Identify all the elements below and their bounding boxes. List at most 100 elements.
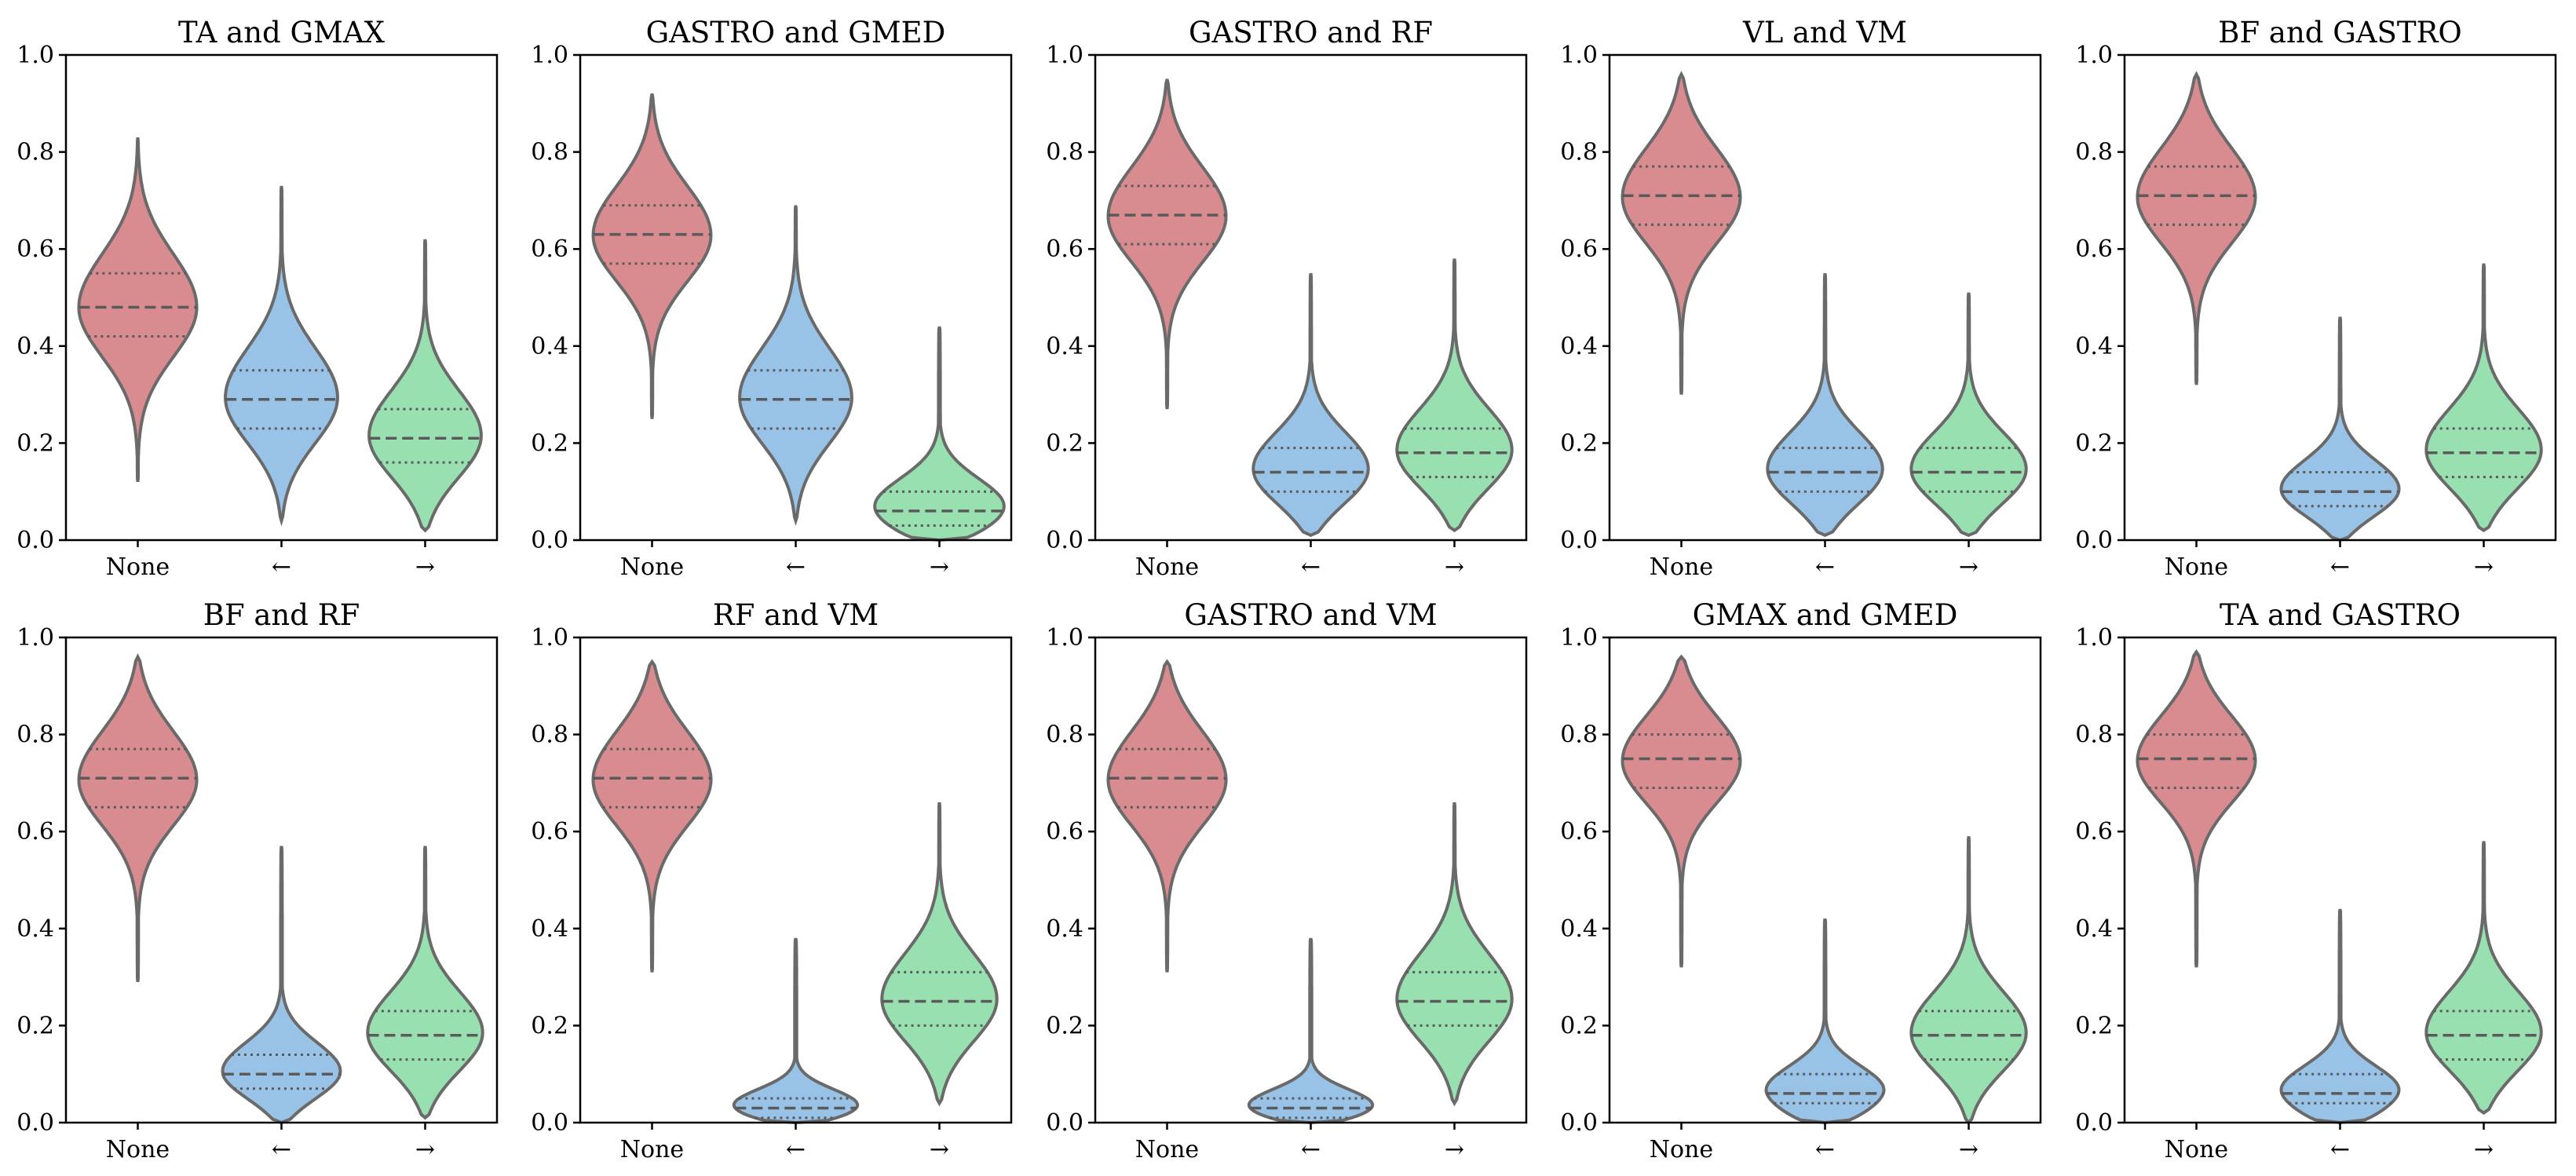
subplot-title: TA and GMAX [178, 16, 385, 49]
ytick-label: 0.8 [2075, 721, 2113, 749]
ytick-label: 0.2 [16, 1012, 54, 1039]
xtick-label: ← [1815, 553, 1835, 581]
xtick-label: → [1445, 1136, 1464, 1163]
ytick-label: 0.0 [2075, 527, 2113, 554]
violin-0 [1106, 659, 1228, 973]
ytick-label: 1.0 [16, 42, 54, 69]
ytick-label: 0.4 [1046, 333, 1083, 360]
ytick-label: 0.6 [2075, 818, 2113, 845]
violin-0 [591, 93, 713, 419]
violin-0 [77, 137, 199, 482]
ytick-label: 0.2 [2075, 429, 2113, 457]
ytick-label: 0.8 [1046, 721, 1083, 749]
xtick-label: ← [272, 1136, 291, 1163]
ytick-label: 1.0 [1560, 42, 1598, 69]
subplot-8: 0.0 0.2 0.4 0.6 0.8 1.0 None ← → GASTRO and VM [1046, 598, 1528, 1163]
violin-1 [2279, 908, 2401, 1125]
ytick-label: 0.4 [531, 915, 568, 943]
xtick-label: None [1135, 553, 1199, 581]
subplot-1: 0.0 0.2 0.4 0.6 0.8 1.0 None ← → TA and GMAX [16, 16, 499, 581]
subplot-7: 0.0 0.2 0.4 0.6 0.8 1.0 None ← → RF and VM [531, 598, 1013, 1163]
ytick-label: 0.0 [1560, 1109, 1598, 1137]
ytick-label: 0.8 [1046, 139, 1083, 166]
violin-2 [367, 239, 483, 533]
ytick-label: 0.2 [1046, 429, 1083, 457]
violin-0 [2136, 71, 2257, 385]
ytick-label: 0.0 [16, 527, 54, 554]
ytick-label: 0.4 [531, 333, 568, 360]
violin-0 [1106, 79, 1228, 410]
ytick-label: 0.0 [1046, 527, 1083, 554]
xtick-label: ← [2330, 553, 2350, 581]
ytick-label: 0.8 [2075, 139, 2113, 166]
xtick-label: ← [786, 1136, 806, 1163]
ytick-label: 0.2 [1560, 1012, 1598, 1039]
subplot-5: 0.0 0.2 0.4 0.6 0.8 1.0 None ← → BF and GASTRO [2075, 16, 2557, 581]
subplot-9: 0.0 0.2 0.4 0.6 0.8 1.0 None ← → GMAX and GMED [1560, 598, 2042, 1163]
ytick-label: 0.4 [1046, 915, 1083, 943]
ytick-label: 0.4 [16, 333, 54, 360]
violin-1 [1764, 919, 1886, 1125]
violin-1 [221, 845, 342, 1125]
ytick-label: 1.0 [531, 42, 568, 69]
violin-0 [77, 653, 199, 982]
ytick-label: 0.6 [16, 818, 54, 845]
xtick-label: None [2165, 553, 2228, 581]
xtick-label: → [415, 1136, 435, 1163]
xtick-label: ← [1301, 1136, 1321, 1163]
violin-2 [880, 802, 999, 1107]
ytick-label: 0.8 [16, 139, 54, 166]
xtick-label: → [930, 553, 949, 581]
xtick-label: ← [2330, 1136, 2350, 1163]
xtick-label: None [1650, 1136, 1713, 1163]
ytick-label: 0.4 [16, 915, 54, 943]
violin-2 [366, 845, 484, 1120]
ytick-label: 0.0 [531, 1109, 568, 1137]
ytick-label: 0.0 [16, 1109, 54, 1137]
ytick-label: 1.0 [2075, 624, 2113, 652]
xtick-label: None [2165, 1136, 2228, 1163]
ytick-label: 0.0 [531, 527, 568, 554]
ytick-label: 0.6 [1046, 236, 1083, 263]
ytick-label: 0.2 [16, 429, 54, 457]
ytick-label: 0.2 [1046, 1012, 1083, 1039]
ytick-label: 0.0 [1560, 527, 1598, 554]
violin-1 [738, 205, 853, 526]
ytick-label: 0.0 [2075, 1109, 2113, 1137]
xtick-label: None [106, 1136, 170, 1163]
xtick-label: → [2474, 1136, 2494, 1163]
xtick-label: None [1650, 553, 1713, 581]
ytick-label: 1.0 [16, 624, 54, 652]
violin-2 [1395, 802, 1514, 1107]
violin-2 [1395, 258, 1514, 533]
subplot-6: 0.0 0.2 0.4 0.6 0.8 1.0 None ← → BF and RF [16, 598, 499, 1163]
ytick-label: 0.8 [1560, 721, 1598, 749]
ytick-label: 0.6 [16, 236, 54, 263]
violin-1 [224, 185, 339, 527]
ytick-label: 0.2 [2075, 1012, 2113, 1039]
ytick-label: 0.8 [16, 721, 54, 749]
violin-1 [2279, 316, 2401, 542]
xtick-label: None [1135, 1136, 1199, 1163]
ytick-label: 1.0 [1046, 624, 1083, 652]
ytick-label: 0.6 [531, 818, 568, 845]
xtick-label: → [1959, 1136, 1979, 1163]
subplot-10: 0.0 0.2 0.4 0.6 0.8 1.0 None ← → TA and GASTRO [2075, 598, 2557, 1163]
ytick-label: 1.0 [1560, 624, 1598, 652]
ytick-label: 0.6 [1560, 818, 1598, 845]
ytick-label: 1.0 [1046, 42, 1083, 69]
ytick-label: 0.2 [1560, 429, 1598, 457]
ytick-label: 0.4 [2075, 915, 2113, 943]
ytick-label: 0.8 [531, 139, 568, 166]
subplot-title: GASTRO and RF [1189, 16, 1433, 49]
subplot-2: 0.0 0.2 0.4 0.6 0.8 1.0 None ← → GASTRO and GMED [531, 16, 1013, 581]
ytick-label: 0.6 [1046, 818, 1083, 845]
violin-2 [873, 326, 1006, 542]
subplot-title: GASTRO and GMED [646, 16, 946, 49]
violin-2 [1909, 836, 2028, 1126]
violin-2 [2424, 263, 2543, 532]
xtick-label: None [620, 1136, 684, 1163]
violin-1 [732, 937, 860, 1125]
subplot-title: BF and GASTRO [2218, 16, 2461, 49]
